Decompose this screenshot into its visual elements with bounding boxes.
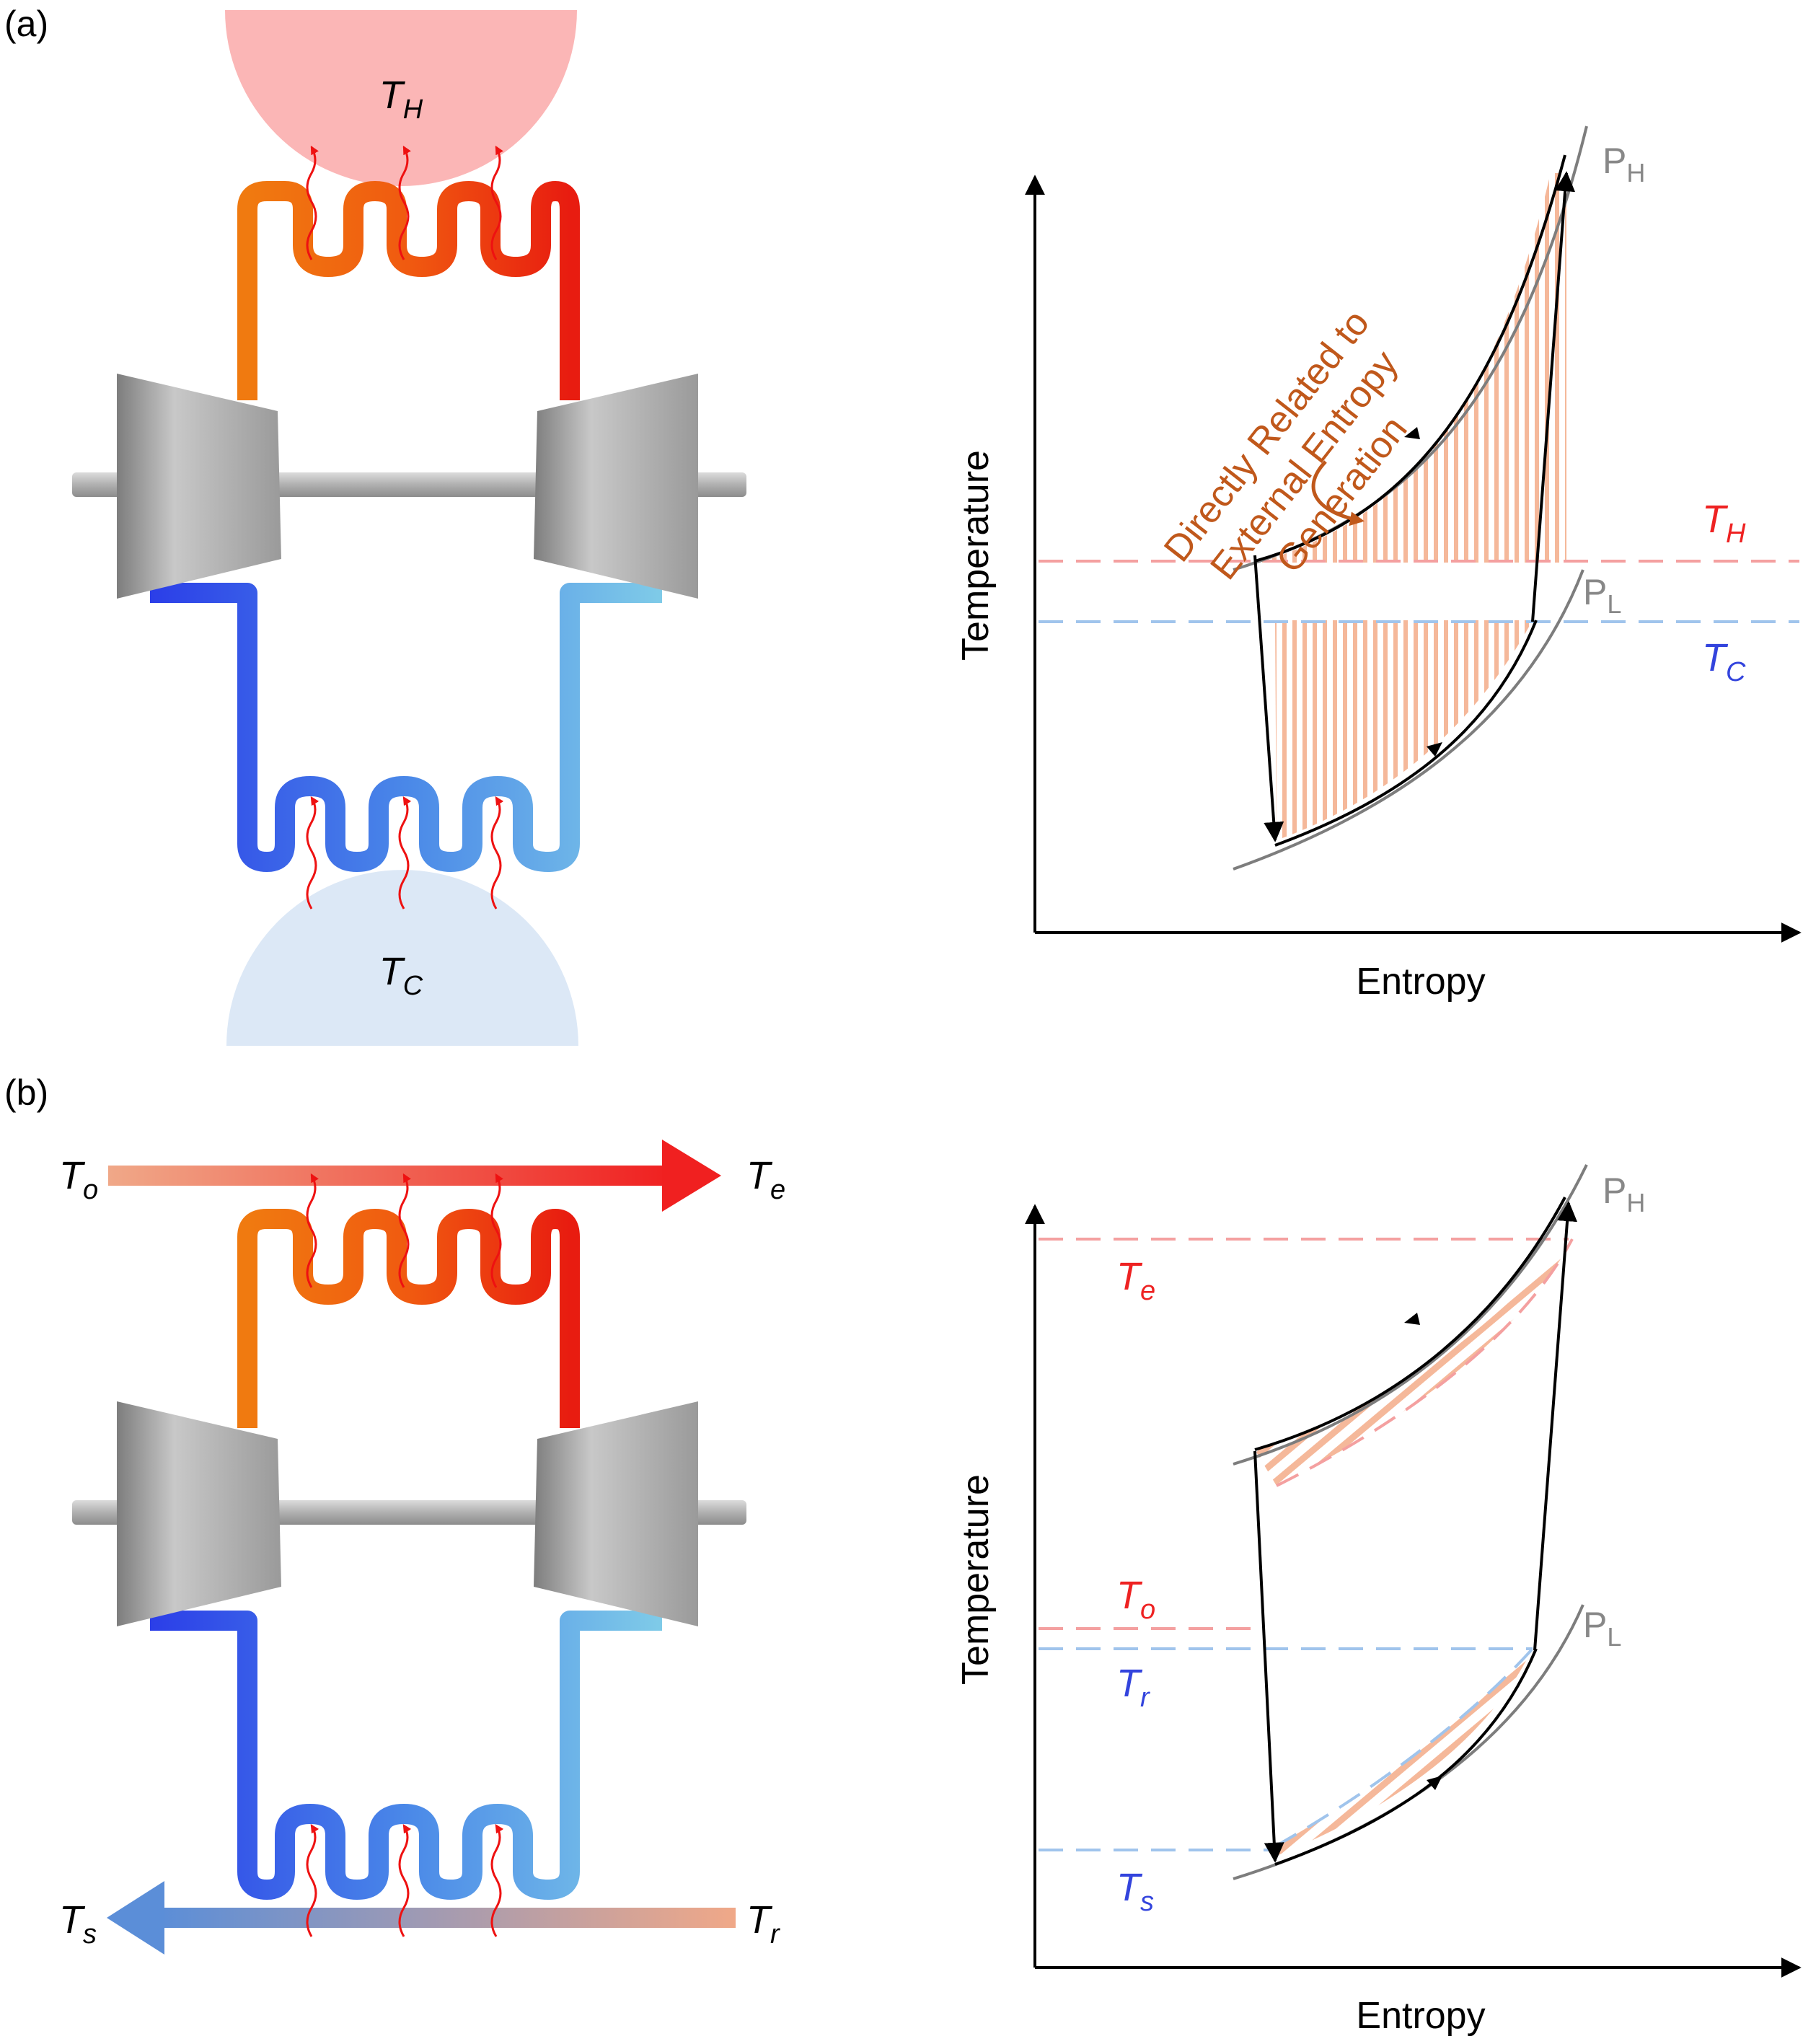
PH-label-a: PH <box>1603 141 1645 188</box>
ts-chart-a: Entropy Temperature PH PL TH TC <box>955 125 1802 1003</box>
heat-rejection-arrows <box>306 145 503 260</box>
isobar-PL-b <box>1233 1604 1584 1880</box>
cold-stream-profile <box>1274 1647 1534 1848</box>
turbine-b <box>534 1401 698 1626</box>
hot-heat-exchanger-pipe <box>237 181 580 400</box>
Tr-label: Tr <box>1116 1662 1150 1713</box>
Te-label: Te <box>1116 1255 1155 1306</box>
expansion-process <box>1253 555 1284 842</box>
heat-rejection-arrows-b <box>306 1173 503 1288</box>
y-axis-label-b: Temperature <box>955 1474 997 1685</box>
hot-stream-arrowhead <box>662 1140 721 1212</box>
hot-entropy-region-b <box>1255 1239 1572 1486</box>
cold-stream <box>159 1908 736 1928</box>
heat-rejection-process <box>1254 154 1566 563</box>
hot-reservoir-label: TH <box>379 74 423 125</box>
panel-a-label: (a) <box>4 4 48 44</box>
heat-rejection-process-b <box>1254 1197 1566 1451</box>
Ts-stream-label: Ts <box>59 1898 97 1950</box>
compressor-b <box>117 1401 281 1626</box>
isobar-PL <box>1233 569 1584 871</box>
PL-label-a: PL <box>1583 572 1621 619</box>
cold-stream-arrowhead <box>107 1881 164 1955</box>
heat-absorption-arrows <box>306 796 504 909</box>
flow-arrow-top <box>1404 427 1420 439</box>
PL-label-b: PL <box>1583 1605 1621 1652</box>
cold-entropy-region <box>1275 620 1533 840</box>
Te-stream-label: Te <box>746 1154 785 1205</box>
panel-a: (a) TH TC Ent <box>4 4 1802 1046</box>
annotation-arrow <box>1311 460 1365 527</box>
cold-reservoir <box>226 870 578 1046</box>
PH-label-b: PH <box>1603 1171 1645 1217</box>
Ts-label: Ts <box>1116 1866 1154 1917</box>
expansion-process-b <box>1253 1450 1284 1863</box>
compression-process <box>1531 171 1576 622</box>
x-axis-label: Entropy <box>1356 961 1485 1003</box>
cold-entropy-region-b <box>1275 1648 1533 1856</box>
flow-arrow-bottom <box>1427 742 1442 757</box>
annotation: Directly Related to External Entropy Gen… <box>1156 302 1416 587</box>
panel-b: (b) To Te Ts Tr <box>4 1072 1802 2037</box>
To-stream-label: To <box>59 1154 98 1205</box>
cold-reservoir-label: TC <box>379 950 423 1001</box>
x-axis-label-b: Entropy <box>1356 1995 1485 2037</box>
cold-heat-exchanger-pipe <box>150 583 662 872</box>
flow-arrow-top-b <box>1404 1313 1420 1325</box>
flow-arrow-bottom-b <box>1427 1776 1442 1790</box>
hot-stream <box>108 1166 671 1186</box>
cold-heat-exchanger-pipe-b <box>150 1611 662 1900</box>
TC-label: TC <box>1702 636 1746 687</box>
compression-process-b <box>1533 1201 1578 1651</box>
hot-reservoir <box>225 10 577 186</box>
ts-chart-b: Entropy Temperature PH PL <box>955 1164 1802 2037</box>
panel-b-label: (b) <box>4 1072 48 1113</box>
isobar-PH-b <box>1233 1164 1588 1466</box>
heat-absorption-process <box>1274 620 1538 847</box>
heat-absorption-arrows-b <box>306 1823 504 1937</box>
To-label: To <box>1116 1574 1155 1625</box>
Tr-stream-label: Tr <box>746 1898 780 1950</box>
hot-heat-exchanger-pipe-b <box>237 1209 580 1428</box>
turbine <box>534 374 698 599</box>
TH-label: TH <box>1702 498 1746 549</box>
y-axis-label: Temperature <box>955 450 997 661</box>
compressor <box>117 374 281 599</box>
hot-stream-profile <box>1276 1238 1574 1487</box>
